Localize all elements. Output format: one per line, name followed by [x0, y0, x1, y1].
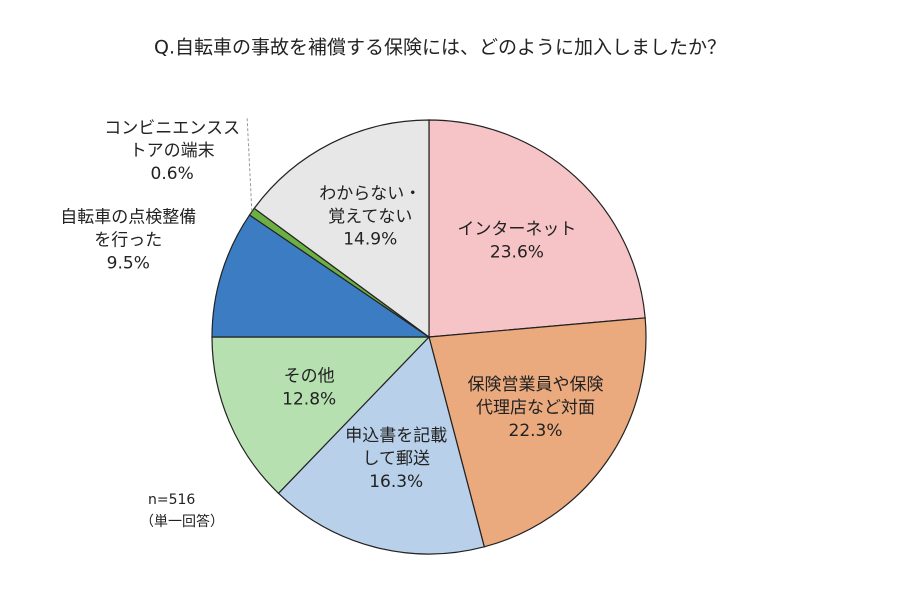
slice-value-label: 0.6%: [151, 164, 194, 184]
slice-value-label: 12.8%: [282, 389, 336, 409]
slice-value-label: 23.6%: [490, 242, 544, 262]
leader-line: [246, 118, 253, 212]
slice-label: その他: [284, 366, 335, 386]
pie-slice: [428, 119, 646, 338]
pie-slice: [277, 335, 486, 555]
slice-label: 申込書を記載して郵送: [345, 426, 447, 469]
pie-slice: [211, 336, 431, 495]
slice-label: コンビニエンスストアの端末: [104, 118, 240, 161]
answer-type: （単一回答）: [140, 513, 224, 530]
slice-value-label: 14.9%: [343, 230, 397, 250]
pie-slice: [253, 119, 430, 339]
slice-label: わからない・覚えてない: [319, 184, 421, 227]
chart-title: Q.自転車の事故を補償する保険には、どのように加入しましたか？: [154, 37, 726, 59]
pie-slice: [428, 317, 647, 548]
slice-value-label: 22.3%: [509, 421, 563, 441]
slice-label: 自転車の点検整備を行った: [60, 207, 196, 250]
slice-label: インターネット: [457, 219, 576, 239]
pie-slice: [211, 214, 431, 338]
slice-value-label: 16.3%: [369, 472, 423, 492]
slice-label: 保険営業員や保険代理店など対面: [468, 375, 604, 418]
slice-value-label: 9.5%: [107, 253, 150, 273]
sample-size: n=516: [148, 492, 195, 508]
